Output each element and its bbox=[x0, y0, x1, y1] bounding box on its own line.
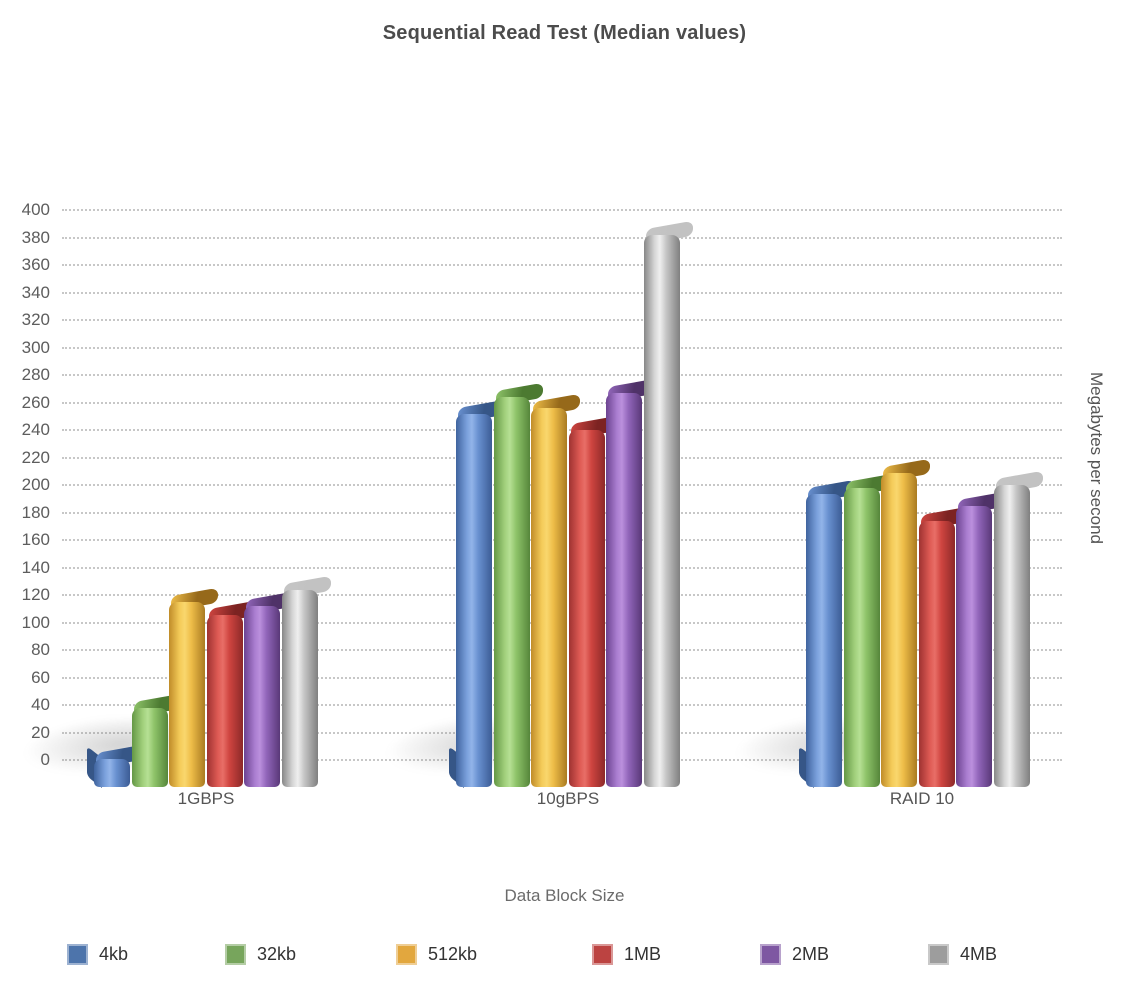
x-axis-title: Data Block Size bbox=[504, 886, 625, 905]
bar-front-face bbox=[956, 506, 992, 787]
bar-front-face bbox=[806, 494, 842, 787]
legend-item-512kb: 512kb bbox=[396, 944, 477, 965]
bar-10gbps-512kb bbox=[531, 393, 580, 787]
y-tick-label: 280 bbox=[21, 365, 50, 384]
bar-front-face bbox=[131, 708, 168, 787]
bar-raid-10-512kb bbox=[881, 458, 930, 787]
y-tick-label: 300 bbox=[21, 337, 50, 357]
bar-raid-10-32kb bbox=[843, 473, 893, 787]
bar-front-face bbox=[456, 414, 492, 787]
legend-swatch-1mb bbox=[592, 944, 613, 965]
y-tick-label: 120 bbox=[21, 585, 50, 604]
bar-10gbps-32kb bbox=[493, 382, 543, 787]
legend-item-1mb: 1MB bbox=[592, 944, 661, 965]
bar-1gbps-512kb bbox=[169, 587, 218, 787]
legend-swatch-4kb bbox=[67, 944, 88, 965]
y-tick-label: 0 bbox=[0, 750, 50, 770]
bar-front-face bbox=[643, 235, 680, 787]
chart-title: Sequential Read Test (Median values) bbox=[382, 22, 747, 44]
bar-front-face bbox=[169, 602, 205, 787]
bar-raid-10-4kb bbox=[799, 479, 855, 788]
y-tick-label: 40 bbox=[31, 695, 50, 714]
bar-front-face bbox=[993, 485, 1030, 787]
gridline-300 bbox=[62, 346, 1062, 349]
bar-front-face bbox=[918, 521, 955, 787]
y-tick-label: 80 bbox=[31, 640, 50, 659]
gridline-380 bbox=[62, 236, 1062, 239]
bar-1gbps-32kb bbox=[131, 693, 181, 787]
gridline-280 bbox=[62, 374, 1062, 376]
legend-swatch-512kb bbox=[396, 944, 417, 965]
legend-item-2mb: 2MB bbox=[760, 944, 829, 965]
bar-1gbps-4mb bbox=[281, 575, 331, 787]
bar-front-face bbox=[881, 473, 917, 787]
bar-front-face bbox=[843, 488, 880, 787]
bar-front-face bbox=[531, 408, 567, 787]
legend-swatch-4mb bbox=[928, 944, 949, 965]
bar-10gbps-1mb bbox=[568, 415, 618, 787]
y-tick-label: 20 bbox=[0, 723, 50, 743]
bar-front-face bbox=[244, 606, 280, 787]
legend-item-4kb: 4kb bbox=[67, 944, 128, 965]
gridline-320 bbox=[62, 319, 1062, 321]
y-tick-label: 140 bbox=[21, 557, 50, 577]
legend-item-4mb: 4MB bbox=[928, 944, 997, 965]
bar-1gbps-4kb bbox=[87, 744, 143, 788]
bar-front-face bbox=[281, 590, 318, 787]
bar-10gbps-4mb bbox=[643, 220, 693, 787]
y-tick-label: 100 bbox=[21, 612, 50, 632]
y-tick-label: 320 bbox=[21, 310, 50, 329]
bar-front-face bbox=[94, 759, 130, 787]
y-tick-label: 200 bbox=[21, 475, 50, 494]
bar-front-face bbox=[606, 393, 642, 787]
y-tick-label: 180 bbox=[21, 502, 50, 522]
legend-label: 32kb bbox=[257, 944, 297, 964]
bar-raid-10-1mb bbox=[918, 506, 968, 787]
bar-raid-10-4mb bbox=[993, 470, 1043, 787]
bar-1gbps-2mb bbox=[244, 591, 293, 787]
y-tick-label: 260 bbox=[21, 392, 50, 412]
y-tick-label: 360 bbox=[21, 255, 50, 274]
y-tick-label: 240 bbox=[21, 420, 50, 439]
y-tick-label: 160 bbox=[21, 530, 50, 549]
bar-front-face bbox=[568, 430, 605, 787]
legend-swatch-2mb bbox=[760, 944, 781, 965]
legend-label: 1MB bbox=[624, 944, 662, 964]
y-axis-title: Megabytes per second bbox=[1087, 372, 1106, 544]
gridline-340 bbox=[62, 291, 1062, 294]
legend-label: 4MB bbox=[960, 944, 998, 964]
bar-10gbps-4kb bbox=[449, 399, 505, 788]
bar-1gbps-1mb bbox=[206, 600, 256, 787]
y-tick-label: 340 bbox=[21, 282, 50, 302]
bar-10gbps-2mb bbox=[606, 378, 655, 787]
gridline-360 bbox=[62, 264, 1062, 266]
legend-label: 4kb bbox=[99, 944, 129, 964]
y-tick-label: 400 bbox=[21, 200, 50, 219]
legend-item-32kb: 32kb bbox=[225, 944, 296, 965]
category-label-raid-10: RAID 10 bbox=[889, 789, 955, 808]
category-label-1gbps: 1GBPS bbox=[177, 789, 235, 808]
bar-front-face bbox=[493, 397, 530, 787]
legend-label: 512kb bbox=[428, 944, 478, 964]
bar-raid-10-2mb bbox=[956, 491, 1005, 787]
bar-front-face bbox=[206, 615, 243, 787]
legend-label: 2MB bbox=[792, 944, 830, 964]
category-label-10gbps: 10gBPS bbox=[536, 789, 600, 808]
y-tick-label: 60 bbox=[31, 667, 50, 687]
gridline-400 bbox=[62, 209, 1062, 211]
y-tick-label: 380 bbox=[21, 227, 50, 247]
y-tick-label: 220 bbox=[21, 447, 50, 467]
legend-swatch-32kb bbox=[225, 944, 246, 965]
